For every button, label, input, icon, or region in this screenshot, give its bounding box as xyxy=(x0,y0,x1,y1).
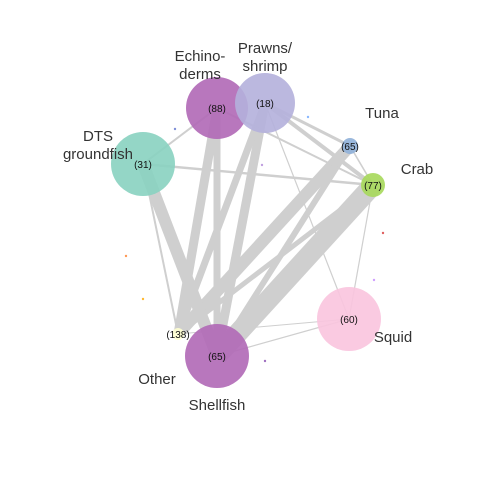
node-label-other: Other xyxy=(138,371,176,388)
node-shellfish[interactable] xyxy=(185,324,249,388)
stray-dot xyxy=(173,127,177,131)
node-label-prawns: Prawns/shrimp xyxy=(238,40,293,75)
labels-layer: (88) Echino-derms (18) Prawns/shrimp (31)DTS… xyxy=(63,40,433,414)
edge-prawns-shellfish xyxy=(212,102,270,357)
edge-prawns-squid xyxy=(264,102,350,320)
node-count-squid: (60) xyxy=(340,315,358,326)
stray-dot xyxy=(124,254,128,258)
node-squid[interactable] xyxy=(317,287,381,351)
node-count-tuna: (65) xyxy=(341,142,359,153)
stray-dot xyxy=(372,278,376,282)
nodes-layer xyxy=(111,73,385,388)
stray-dot xyxy=(306,115,310,119)
node-label-dts: DTS groundfish xyxy=(63,128,133,163)
node-count-prawns: (18) xyxy=(256,99,274,110)
node-label-echinoderms: Echino-derms xyxy=(175,48,226,83)
node-prawns[interactable] xyxy=(235,73,295,133)
node-count-crab: (77) xyxy=(364,181,382,192)
edges-layer xyxy=(137,101,381,363)
stray-dot xyxy=(141,297,145,301)
node-count-shellfish: (65) xyxy=(208,352,226,363)
node-echinoderms[interactable] xyxy=(186,77,248,139)
edge-dts-crab xyxy=(142,162,374,187)
node-other[interactable] xyxy=(172,328,184,340)
node-label-tuna: Tuna xyxy=(365,105,399,122)
stray-dots-layer xyxy=(124,115,385,363)
node-count-echinoderms: (88) xyxy=(208,104,226,115)
node-count-dts: (31) xyxy=(134,160,152,171)
edge-tuna-other xyxy=(173,141,355,339)
edge-echinoderms-other xyxy=(173,107,222,335)
node-label-shellfish: Shellfish xyxy=(189,397,246,414)
edge-crab-other xyxy=(176,183,375,336)
node-label-squid: Squid xyxy=(374,329,412,346)
edge-prawns-other xyxy=(174,101,269,336)
edge-crab-shellfish xyxy=(209,178,381,363)
node-label-crab: Crab xyxy=(401,161,434,178)
stray-dot xyxy=(260,163,264,167)
edge-dts-shellfish xyxy=(137,161,223,359)
stray-dot xyxy=(381,231,385,235)
node-tuna[interactable] xyxy=(342,138,358,154)
stray-dot xyxy=(263,359,267,363)
node-count-other: (138) xyxy=(166,330,189,341)
node-dts[interactable] xyxy=(111,132,175,196)
node-crab[interactable] xyxy=(361,173,385,197)
